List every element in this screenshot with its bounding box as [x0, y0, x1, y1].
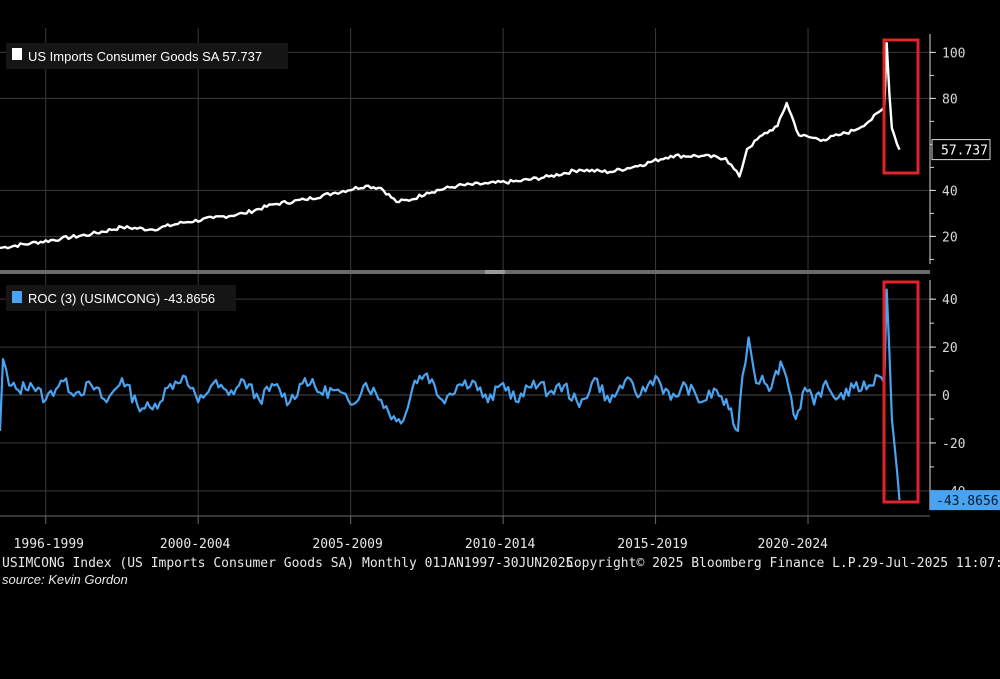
panel-divider-grip [485, 270, 505, 274]
bottom-last-value-badge [930, 490, 1000, 511]
roc-series-line [0, 288, 901, 501]
y-tick-label: 0 [942, 389, 950, 404]
x-axis: 1996-1999 2000-2004 2005-2009 2010-2014 2015… [0, 515, 930, 552]
y-tick-label: 40 [942, 293, 958, 308]
footer-source: source: Kevin Gordon [2, 572, 128, 587]
top-highlight-box [882, 38, 920, 175]
footer: USIMCONG Index (US Imports Consumer Good… [2, 556, 1000, 587]
footer-index-info: USIMCONG Index (US Imports Consumer Good… [2, 556, 573, 571]
panel-divider [0, 270, 930, 274]
bottom-legend: ROC (3) (USIMCONG) -43.8656 [6, 285, 236, 311]
y-tick-label: 20 [942, 230, 958, 245]
top-last-value-badge [931, 139, 991, 161]
y-tick-label: -20 [942, 437, 965, 452]
top-legend: US Imports Consumer Goods SA 57.737 [6, 43, 288, 69]
top-legend-label: US Imports Consumer Goods SA 57.737 [28, 49, 262, 64]
footer-timestamp: 29-Jul-2025 11:07:53 [862, 556, 1000, 571]
bottom-legend-swatch [12, 291, 22, 303]
top-y-axis: 100 80 40 20 [929, 34, 965, 264]
bottom-legend-box [6, 285, 236, 311]
top-last-value-tag: 57.737 [931, 139, 991, 161]
top-legend-swatch [12, 48, 22, 60]
bottom-highlight-box [882, 280, 920, 504]
footer-copyright: Copyright© 2025 Bloomberg Finance L.P. [566, 556, 863, 571]
bottom-last-value-tag: -43.8656 [930, 490, 1000, 511]
top-last-value-text: 57.737 [941, 144, 988, 159]
x-tick-label: 2015-2019 [617, 537, 687, 552]
x-tick-label: 2010-2014 [465, 537, 536, 552]
imports-series-line [0, 42, 901, 250]
x-tick-label: 2005-2009 [312, 537, 382, 552]
y-tick-label: 40 [942, 184, 958, 199]
y-tick-label: 80 [942, 92, 958, 107]
x-tick-label: 2020-2024 [758, 537, 829, 552]
x-tick-label: 1996-1999 [14, 537, 84, 552]
bottom-legend-label: ROC (3) (USIMCONG) -43.8656 [28, 291, 215, 306]
bottom-last-value-text: -43.8656 [936, 494, 999, 509]
x-tick-label: 2000-2004 [160, 537, 231, 552]
y-tick-label: 100 [942, 46, 965, 61]
y-tick-label: 20 [942, 341, 958, 356]
top-legend-box [6, 43, 288, 69]
top-panel: 100 80 40 20 57.737 US Imports Consumer Goo… [0, 28, 991, 270]
x-axis-labels: 1996-1999 2000-2004 2005-2009 2010-2014 2015… [14, 516, 829, 552]
